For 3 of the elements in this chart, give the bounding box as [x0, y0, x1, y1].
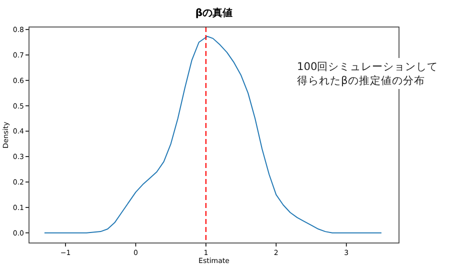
chart-title: βの真値 [195, 7, 233, 19]
annotation: 100回シミュレーションして得られたβの推定値の分布 [297, 61, 438, 87]
line-series [44, 36, 382, 234]
